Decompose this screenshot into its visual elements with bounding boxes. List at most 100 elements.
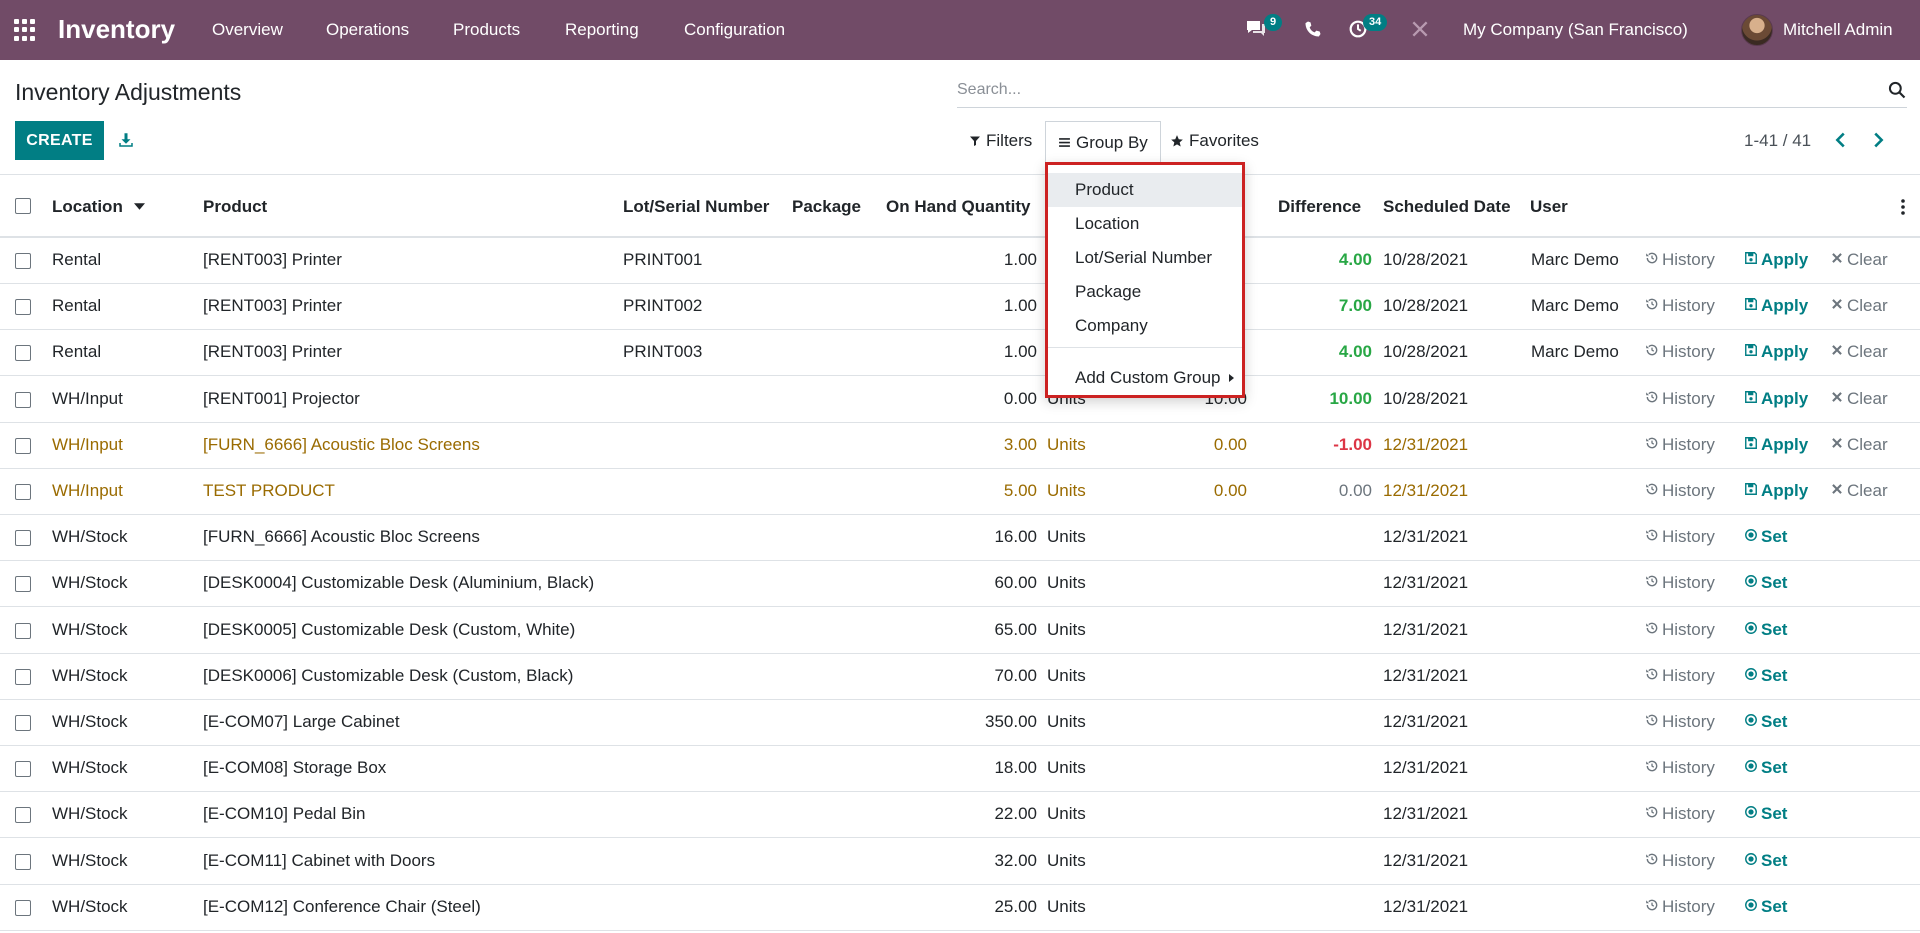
group-by-product[interactable]: Product [1048,173,1242,207]
history-button[interactable]: History [1645,851,1715,871]
apply-button[interactable]: Apply [1744,296,1808,316]
table-row[interactable]: WH/Stock [FURN_6666] Acoustic Bloc Screen… [0,515,1920,562]
group-by-button[interactable]: Group By [1045,121,1161,163]
row-checkbox[interactable] [15,668,31,685]
group-by-location[interactable]: Location [1075,214,1140,233]
cell-product[interactable]: [DESK0005] Customizable Desk (Custom, Wh… [203,619,576,639]
table-row[interactable]: Rental [RENT003] Printer PRINT003 1.00 4.00 1… [0,330,1920,377]
cell-product[interactable]: [DESK0004] Customizable Desk (Aluminium,… [203,573,595,593]
cell-product[interactable]: [E-COM12] Conference Chair (Steel) [203,896,481,916]
table-row[interactable]: WH/Input TEST PRODUCT 5.00 Units 0.00 0.00 12/… [0,469,1920,515]
table-row[interactable]: WH/Input [FURN_6666] Acoustic Bloc Screen… [0,423,1920,469]
menu-overview[interactable]: Overview [212,20,283,39]
user-menu[interactable]: Mitchell Admin [1783,20,1893,39]
column-location[interactable]: Location [52,197,145,217]
app-name[interactable]: Inventory [58,14,176,44]
pager-next-icon[interactable] [1867,128,1889,152]
row-checkbox[interactable] [15,853,31,870]
history-button[interactable]: History [1645,666,1715,686]
apply-button[interactable]: Apply [1744,435,1808,455]
menu-products[interactable]: Products [453,20,521,39]
set-button[interactable]: Set [1744,758,1787,778]
clear-button[interactable]: Clear [1830,250,1888,270]
clear-button[interactable]: Clear [1830,342,1888,362]
menu-reporting[interactable]: Reporting [565,20,639,39]
row-checkbox[interactable] [15,715,31,731]
column-scheduled-date[interactable]: Scheduled Date [1383,197,1511,216]
cell-product[interactable]: [RENT003] Printer [203,296,342,316]
column-product[interactable]: Product [203,197,268,216]
history-button[interactable]: History [1645,435,1715,455]
column-on-hand[interactable]: On Hand Quantity [886,197,1031,216]
add-custom-group[interactable]: Add Custom Group [1048,361,1242,395]
download-icon[interactable] [117,131,135,149]
table-row[interactable]: WH/Stock [E-COM10] Pedal Bin 22.00 Units 12/… [0,792,1920,839]
apply-button[interactable]: Apply [1744,389,1808,409]
history-button[interactable]: History [1645,620,1715,640]
row-checkbox[interactable] [15,345,31,362]
group-by-company[interactable]: Company [1075,316,1148,335]
set-button[interactable]: Set [1744,804,1787,824]
set-button[interactable]: Set [1744,620,1787,640]
cell-product[interactable]: TEST PRODUCT [203,481,335,500]
history-button[interactable]: History [1645,296,1715,316]
history-button[interactable]: History [1645,481,1715,501]
cell-counted-quantity[interactable]: 0.00 [1213,481,1247,500]
table-row[interactable]: WH/Stock [E-COM12] Conference Chair (Stee… [0,885,1920,931]
column-difference[interactable]: Difference [1278,197,1362,216]
row-checkbox[interactable] [15,899,31,916]
row-checkbox[interactable] [15,530,31,547]
column-lot[interactable]: Lot/Serial Number [623,197,770,216]
set-button[interactable]: Set [1744,712,1787,732]
clear-button[interactable]: Clear [1830,296,1888,316]
set-button[interactable]: Set [1744,851,1787,871]
history-button[interactable]: History [1645,712,1715,732]
search-icon[interactable] [1887,80,1907,100]
history-button[interactable]: History [1645,389,1715,409]
column-package[interactable]: Package [792,197,861,216]
set-button[interactable]: Set [1744,666,1787,686]
row-checkbox[interactable] [15,299,31,316]
history-button[interactable]: History [1645,573,1715,593]
cell-product[interactable]: [RENT003] Printer [203,250,342,269]
history-button[interactable]: History [1645,527,1715,547]
apps-menu-icon[interactable] [14,19,36,41]
cell-product[interactable]: [E-COM11] Cabinet with Doors [203,850,436,870]
table-row[interactable]: WH/Stock [E-COM08] Storage Box 18.00 Units 1… [0,746,1920,793]
apply-button[interactable]: Apply [1744,481,1808,501]
apply-button[interactable]: Apply [1744,342,1808,362]
favorites-button[interactable]: Favorites [1170,122,1259,160]
cell-product[interactable]: [DESK0006] Customizable Desk (Custom, Bl… [203,665,574,685]
clear-button[interactable]: Clear [1830,389,1888,409]
cell-product[interactable]: [RENT003] Printer [203,342,342,362]
cell-product[interactable]: [FURN_6666] Acoustic Bloc Screens [203,434,480,454]
group-by-package[interactable]: Package [1075,282,1142,301]
history-button[interactable]: History [1645,250,1715,270]
clear-button[interactable]: Clear [1830,435,1888,455]
history-button[interactable]: History [1645,342,1715,362]
cell-counted-quantity[interactable]: 0.00 [1213,434,1247,454]
row-checkbox[interactable] [15,761,31,778]
table-row[interactable]: WH/Stock [E-COM11] Cabinet with Doors 32.0… [0,839,1920,885]
history-button[interactable]: History [1645,804,1715,824]
history-button[interactable]: History [1645,758,1715,778]
debug-tools-icon[interactable] [1410,16,1436,42]
phone-icon[interactable] [1303,16,1329,42]
table-row[interactable]: WH/Input [RENT001] Projector 0.00 Units 10.0… [0,377,1920,423]
optional-columns-icon[interactable] [1901,199,1905,215]
pager-previous-icon[interactable] [1830,128,1852,152]
menu-operations[interactable]: Operations [326,20,410,39]
table-row[interactable]: WH/Stock [E-COM07] Large Cabinet 350.00 Uni… [0,700,1920,746]
set-button[interactable]: Set [1744,573,1787,593]
column-user[interactable]: User [1530,197,1568,216]
cell-product[interactable]: [FURN_6666] Acoustic Bloc Screens [203,527,480,547]
history-button[interactable]: History [1645,897,1715,917]
cell-product[interactable]: [E-COM07] Large Cabinet [203,712,400,731]
row-checkbox[interactable] [15,253,31,269]
select-all-checkbox[interactable] [15,198,31,214]
company-switcher[interactable]: My Company (San Francisco) [1463,20,1688,39]
create-button[interactable]: CREATE [15,121,104,160]
set-button[interactable]: Set [1744,527,1787,547]
row-checkbox[interactable] [15,437,31,454]
table-row[interactable]: Rental [RENT003] Printer PRINT002 1.00 7.00 1… [0,284,1920,331]
